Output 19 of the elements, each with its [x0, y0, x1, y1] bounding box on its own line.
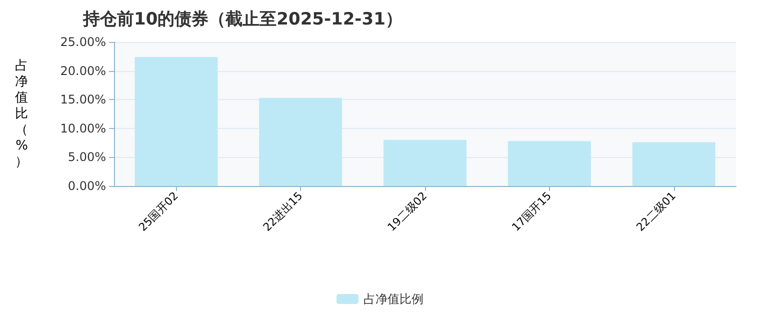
y-tick-label: 20.00% [60, 64, 106, 78]
x-tick-label: 17国开15 [509, 189, 554, 234]
x-tick-label: 25国开02 [136, 189, 181, 234]
bar [384, 140, 466, 186]
y-tick-label: 0.00% [68, 179, 106, 193]
bar [259, 98, 342, 186]
y-tick-label: 25.00% [60, 35, 106, 49]
y-tick-label: 10.00% [60, 121, 106, 136]
y-tick-label: 5.00% [68, 150, 106, 164]
legend-label: 占净值比例 [364, 292, 424, 306]
x-tick-label: 22进出15 [260, 189, 306, 234]
bar [134, 56, 218, 186]
y-tick-label: 15.00% [60, 92, 106, 107]
y-axis-title: 占净值比（%） [15, 58, 28, 170]
x-tick-label: 19二级02 [385, 189, 430, 234]
bar [632, 142, 716, 186]
chart-title: 持仓前10的债券（截止至2025-12-31） [82, 10, 402, 30]
bar [508, 141, 591, 186]
x-tick-label: 22二级01 [634, 189, 678, 234]
